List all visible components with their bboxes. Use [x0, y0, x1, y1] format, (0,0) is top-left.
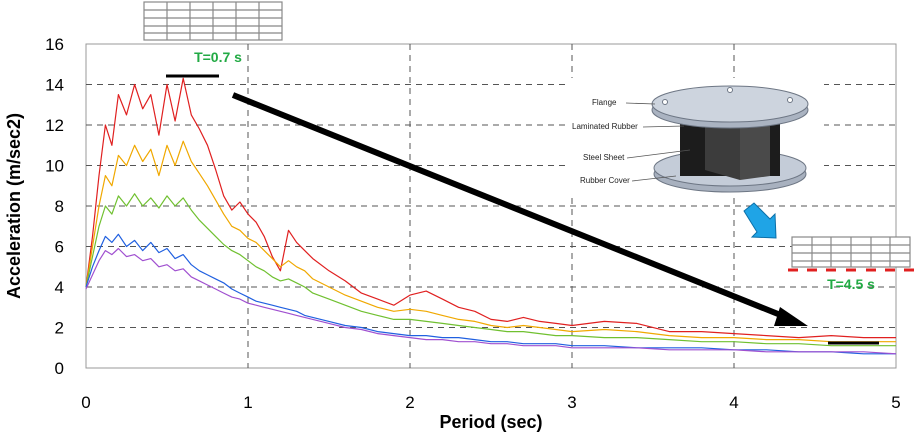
y-axis-title: Acceleration (m/sec2): [4, 113, 24, 299]
isolation-bearing-icon: Flange Laminated Rubber Steel Sheet Rubb…: [568, 78, 824, 196]
y-tick-label: 10: [45, 157, 64, 176]
period-annotation-fixed: T=0.7 s: [194, 49, 242, 65]
y-tick-labels: 0 2 4 6 8 10 12 14 16: [45, 35, 64, 378]
y-tick-label: 6: [55, 238, 64, 257]
shift-arrow-head: [774, 307, 808, 326]
x-axis-title: Period (sec): [439, 412, 542, 432]
shift-arrow-shaft: [231, 92, 790, 321]
series-line-4: [85, 247, 897, 355]
bearing-label-laminated-rubber: Laminated Rubber: [572, 122, 638, 131]
fixed-base-building-icon: [143, 1, 283, 41]
bearing-label-flange: Flange: [592, 98, 617, 107]
x-tick-label: 3: [567, 393, 576, 412]
bearing-label-rubber-cover: Rubber Cover: [580, 176, 630, 185]
y-tick-label: 2: [55, 319, 64, 338]
x-tick-label: 4: [729, 393, 738, 412]
x-tick-label: 0: [81, 393, 90, 412]
x-tick-label: 5: [891, 393, 900, 412]
y-tick-label: 4: [55, 278, 64, 297]
x-tick-labels: 0 1 2 3 4 5: [81, 393, 900, 412]
series-line-2: [85, 193, 896, 347]
y-tick-label: 16: [45, 35, 64, 54]
series-line-1: [85, 140, 896, 343]
series-line-0: [85, 77, 896, 339]
series-lines: [85, 77, 897, 355]
x-tick-label: 2: [405, 393, 414, 412]
bearing-label-steel-sheet: Steel Sheet: [583, 153, 625, 162]
isolated-building-icon: [788, 236, 914, 272]
y-tick-label: 14: [45, 76, 64, 95]
y-tick-label: 8: [55, 197, 64, 216]
series-line-3: [85, 233, 896, 355]
blue-down-arrow-icon: [743, 202, 777, 239]
period-annotation-isolated: T=4.5 s: [827, 276, 875, 292]
y-tick-label: 12: [45, 116, 64, 135]
y-tick-label: 0: [55, 359, 64, 378]
x-tick-label: 1: [243, 393, 252, 412]
